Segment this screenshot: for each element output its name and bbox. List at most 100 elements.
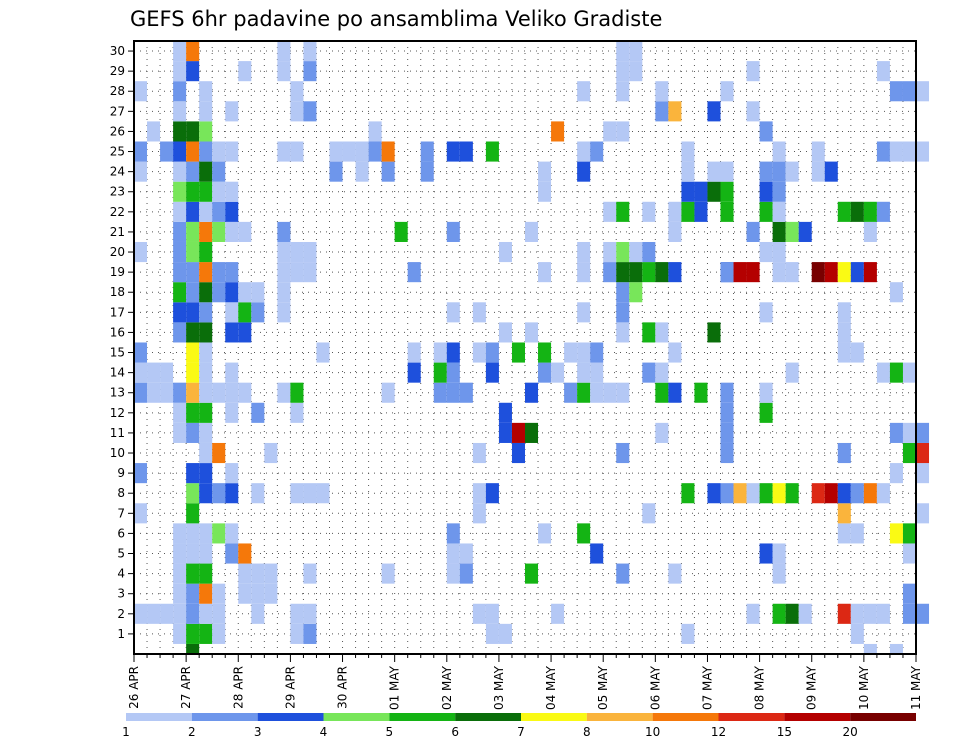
y-tick-label: 27 <box>110 104 125 118</box>
data-cell <box>186 302 200 323</box>
data-cell <box>225 141 239 162</box>
data-cell <box>668 101 682 122</box>
data-cell <box>746 101 760 122</box>
data-cell <box>824 161 838 182</box>
data-cell <box>355 161 369 182</box>
data-cell <box>902 81 916 102</box>
x-tick-label: 28 APR <box>231 666 245 709</box>
data-cell <box>134 603 148 624</box>
data-cell <box>603 262 617 283</box>
data-cell <box>798 221 812 242</box>
y-tick-label: 9 <box>117 466 125 480</box>
data-cell <box>616 241 630 263</box>
data-cell <box>525 221 539 242</box>
data-cell <box>746 603 760 624</box>
data-cell <box>290 101 304 122</box>
data-cell <box>173 141 187 162</box>
data-cell <box>590 382 604 403</box>
data-cell <box>902 523 916 544</box>
data-cell <box>134 161 148 182</box>
data-cell <box>655 81 669 102</box>
data-cell <box>199 362 213 383</box>
data-cell <box>199 262 213 283</box>
data-cell <box>603 241 617 263</box>
data-cell <box>577 302 591 323</box>
data-cell <box>590 342 604 363</box>
y-tick-label: 26 <box>110 124 125 138</box>
data-cell <box>212 161 226 182</box>
data-cell <box>759 483 773 504</box>
data-cell <box>238 563 252 584</box>
data-cell <box>902 583 916 604</box>
data-cell <box>629 282 643 303</box>
data-cell <box>837 201 851 222</box>
data-cell <box>238 282 252 303</box>
data-cell <box>277 61 291 82</box>
data-cell <box>459 141 473 162</box>
data-cell <box>173 101 187 122</box>
data-cell <box>160 362 174 383</box>
data-cell <box>277 221 291 242</box>
data-cell <box>720 262 734 283</box>
data-cell <box>863 262 877 283</box>
data-cell <box>472 503 486 524</box>
data-cell <box>759 302 773 323</box>
colorbar-label: 15 <box>777 725 792 739</box>
y-tick-label: 12 <box>110 406 125 420</box>
colorbar-label: 20 <box>843 725 858 739</box>
data-cell <box>642 262 656 283</box>
data-cell <box>147 603 161 624</box>
data-cell <box>850 623 864 644</box>
data-cell <box>251 402 265 423</box>
data-cell <box>720 422 734 443</box>
data-cell <box>212 201 226 222</box>
data-cell <box>186 41 200 62</box>
data-cell <box>186 61 200 82</box>
data-cell <box>303 623 317 644</box>
data-cell <box>173 382 187 403</box>
data-cell <box>538 161 552 182</box>
data-cell <box>746 221 760 242</box>
data-cell <box>472 342 486 363</box>
data-cell <box>290 262 304 283</box>
data-cell <box>837 603 851 624</box>
data-cell <box>655 382 669 403</box>
data-cell <box>160 382 174 403</box>
data-cell <box>225 322 239 343</box>
data-cell <box>772 221 786 242</box>
data-cell <box>863 483 877 504</box>
data-cell <box>850 523 864 544</box>
data-cell <box>876 141 890 162</box>
data-cell <box>199 201 213 222</box>
data-cell <box>668 262 682 283</box>
y-tick-label: 22 <box>110 205 125 219</box>
data-cell <box>225 382 239 403</box>
y-tick-label: 30 <box>110 44 125 58</box>
data-cell <box>173 81 187 102</box>
data-cell <box>186 201 200 222</box>
data-cell <box>277 262 291 283</box>
data-cell <box>681 483 695 504</box>
data-cell <box>668 342 682 363</box>
data-cell <box>212 583 226 604</box>
data-cell <box>616 442 630 464</box>
data-cell <box>811 141 825 162</box>
data-cell <box>238 543 252 564</box>
x-tick-label: 05 MAY <box>596 665 610 710</box>
data-cell <box>277 282 291 303</box>
data-cell <box>225 282 239 303</box>
data-cell <box>876 362 890 383</box>
colorbar-swatch <box>718 713 785 721</box>
data-cell <box>446 543 460 564</box>
data-cell <box>551 603 565 624</box>
data-cell <box>251 282 265 303</box>
data-cell <box>277 241 291 263</box>
data-cell <box>173 402 187 423</box>
data-cell <box>577 523 591 544</box>
data-cell <box>212 623 226 644</box>
colorbar-swatch <box>586 713 653 721</box>
data-cell <box>850 603 864 624</box>
data-cell <box>212 141 226 162</box>
x-tick-label: 08 MAY <box>753 665 767 710</box>
data-cell <box>173 282 187 303</box>
